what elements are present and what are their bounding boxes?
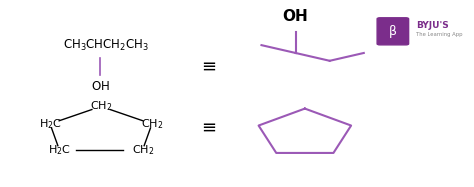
- Text: $\mathregular{H_2C}$: $\mathregular{H_2C}$: [38, 117, 62, 131]
- Text: $\mathregular{OH}$: $\mathregular{OH}$: [91, 80, 109, 93]
- Text: The Learning App: The Learning App: [416, 32, 463, 37]
- Text: $\mathregular{CH_2}$: $\mathregular{CH_2}$: [131, 143, 154, 157]
- Text: $\mathregular{CH_3CHCH_2CH_3}$: $\mathregular{CH_3CHCH_2CH_3}$: [63, 38, 149, 53]
- Text: BYJU'S: BYJU'S: [416, 21, 449, 30]
- Text: $\equiv$: $\equiv$: [198, 118, 217, 136]
- FancyBboxPatch shape: [377, 18, 409, 45]
- Text: $\equiv$: $\equiv$: [198, 57, 217, 75]
- Text: $\mathregular{CH_2}$: $\mathregular{CH_2}$: [90, 99, 112, 113]
- Text: $\mathregular{CH_2}$: $\mathregular{CH_2}$: [141, 117, 163, 131]
- Text: $\mathregular{H_2C}$: $\mathregular{H_2C}$: [48, 143, 71, 157]
- Text: β: β: [389, 25, 397, 38]
- Text: OH: OH: [283, 9, 309, 24]
